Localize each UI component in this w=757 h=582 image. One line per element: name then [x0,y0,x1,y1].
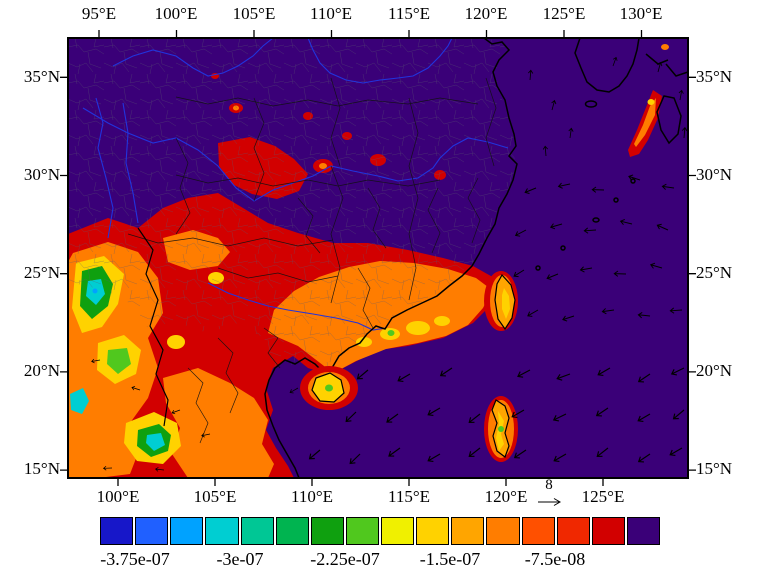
right-axis-tick-label: 35°N [696,67,733,86]
left-axis-tick-label: 20°N [23,361,60,380]
top-axis-tick-label: 120°E [464,4,508,23]
plot-frame [60,30,696,486]
colorbar-cell [240,517,274,545]
colorbar-cell [451,517,485,545]
right-axis-tick-label: 15°N [696,459,733,478]
left-axis-tick-label: 35°N [23,67,60,86]
top-axis-tick-label: 125°E [542,4,586,23]
bottom-axis-tick-label: 110°E [290,487,334,506]
colorbar-tick-label: -3.75e-07 [100,549,170,569]
colorbar-tick-label: -3e-07 [216,549,264,569]
top-axis-tick-label: 105°E [232,4,276,23]
top-axis-tick-label: 95°E [81,4,117,23]
top-axis-tick-label: 130°E [619,4,663,23]
colorbar-cell [626,517,660,545]
colorbar-cell [591,517,625,545]
taiwan-island [484,271,518,331]
top-axis-tick-label: 115°E [387,4,431,23]
right-axis-tick-label: 30°N [696,165,733,184]
map-plot [60,30,696,486]
colorbar-tick-label: -7.5e-08 [524,549,586,569]
colorbar-cell [310,517,344,545]
right-axis-tick-label: 20°N [696,361,733,380]
colorbar-cell [416,517,450,545]
luzon-island [484,396,518,462]
bottom-axis-tick-label: 120°E [484,487,528,506]
colorbar-tick-label: -2.25e-07 [310,549,380,569]
coastlines [264,37,689,479]
top-axis-tick-label: 100°E [154,4,198,23]
top-axis-tick-label: 110°E [309,4,353,23]
colorbar-cell [135,517,169,545]
national-border [137,227,169,427]
colorbar [100,517,660,545]
colorbar-cell [275,517,309,545]
right-axis-tick-label: 25°N [696,263,733,282]
left-axis-tick-label: 15°N [23,459,60,478]
colorbar-cell [381,517,415,545]
bottom-axis-tick-label: 115°E [387,487,431,506]
bottom-axis-tick-label: 100°E [96,487,140,506]
colorbar-cell [205,517,239,545]
reference-vector-arrow-icon [538,498,561,506]
colorbar-cell [521,517,555,545]
reference-vector-label: 8 [545,477,553,493]
colorbar-tick-label: -1.5e-07 [419,549,481,569]
colorbar-cell [556,517,590,545]
colorbar-cell [100,517,134,545]
colorbar-cell [345,517,379,545]
colorbar-cell [170,517,204,545]
left-axis-tick-label: 25°N [23,263,60,282]
hainan-island [300,366,358,410]
bottom-axis-tick-label: 125°E [581,487,625,506]
bottom-axis-tick-label: 105°E [193,487,237,506]
province-boundaries [127,77,497,444]
rivers [82,37,509,331]
left-axis-tick-label: 30°N [23,165,60,184]
colorbar-cell [486,517,520,545]
